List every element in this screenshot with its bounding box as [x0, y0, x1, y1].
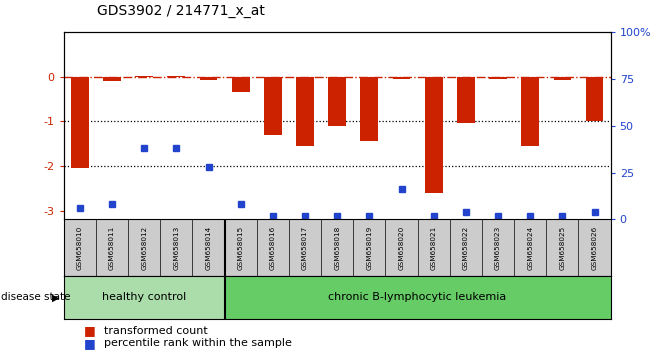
Text: GSM658013: GSM658013: [173, 226, 179, 270]
Bar: [586, 76, 603, 121]
Text: healthy control: healthy control: [102, 292, 187, 302]
Text: GSM658020: GSM658020: [399, 226, 405, 270]
Text: GDS3902 / 214771_x_at: GDS3902 / 214771_x_at: [97, 4, 265, 18]
Text: GSM658022: GSM658022: [463, 226, 469, 270]
Bar: [328, 76, 346, 126]
Text: GSM658014: GSM658014: [205, 226, 211, 270]
Bar: [296, 76, 314, 146]
Text: GSM658023: GSM658023: [495, 226, 501, 270]
Bar: [264, 76, 282, 135]
Bar: [393, 76, 411, 79]
Text: GSM658011: GSM658011: [109, 226, 115, 270]
Text: ▶: ▶: [52, 292, 60, 302]
Bar: [71, 76, 89, 168]
Text: GSM658018: GSM658018: [334, 226, 340, 270]
Text: GSM658019: GSM658019: [366, 226, 372, 270]
Bar: [231, 76, 250, 92]
Text: GSM658024: GSM658024: [527, 226, 533, 270]
Text: GSM658015: GSM658015: [238, 226, 244, 270]
Text: ■: ■: [84, 325, 96, 337]
Text: GSM658012: GSM658012: [141, 226, 147, 270]
Bar: [457, 76, 474, 124]
Text: GSM658021: GSM658021: [431, 226, 437, 270]
Text: ■: ■: [84, 337, 96, 350]
Bar: [200, 76, 217, 80]
Bar: [360, 76, 378, 141]
Text: GSM658016: GSM658016: [270, 226, 276, 270]
Text: GSM658010: GSM658010: [76, 226, 83, 270]
Text: disease state: disease state: [1, 292, 71, 302]
Bar: [521, 76, 539, 146]
Bar: [103, 76, 121, 81]
Text: GSM658026: GSM658026: [592, 226, 598, 270]
Text: transformed count: transformed count: [104, 326, 208, 336]
Bar: [425, 76, 443, 193]
Text: percentile rank within the sample: percentile rank within the sample: [104, 338, 292, 348]
Text: GSM658017: GSM658017: [302, 226, 308, 270]
Bar: [489, 76, 507, 79]
Text: GSM658025: GSM658025: [560, 226, 566, 270]
Bar: [554, 76, 571, 80]
Text: chronic B-lymphocytic leukemia: chronic B-lymphocytic leukemia: [329, 292, 507, 302]
